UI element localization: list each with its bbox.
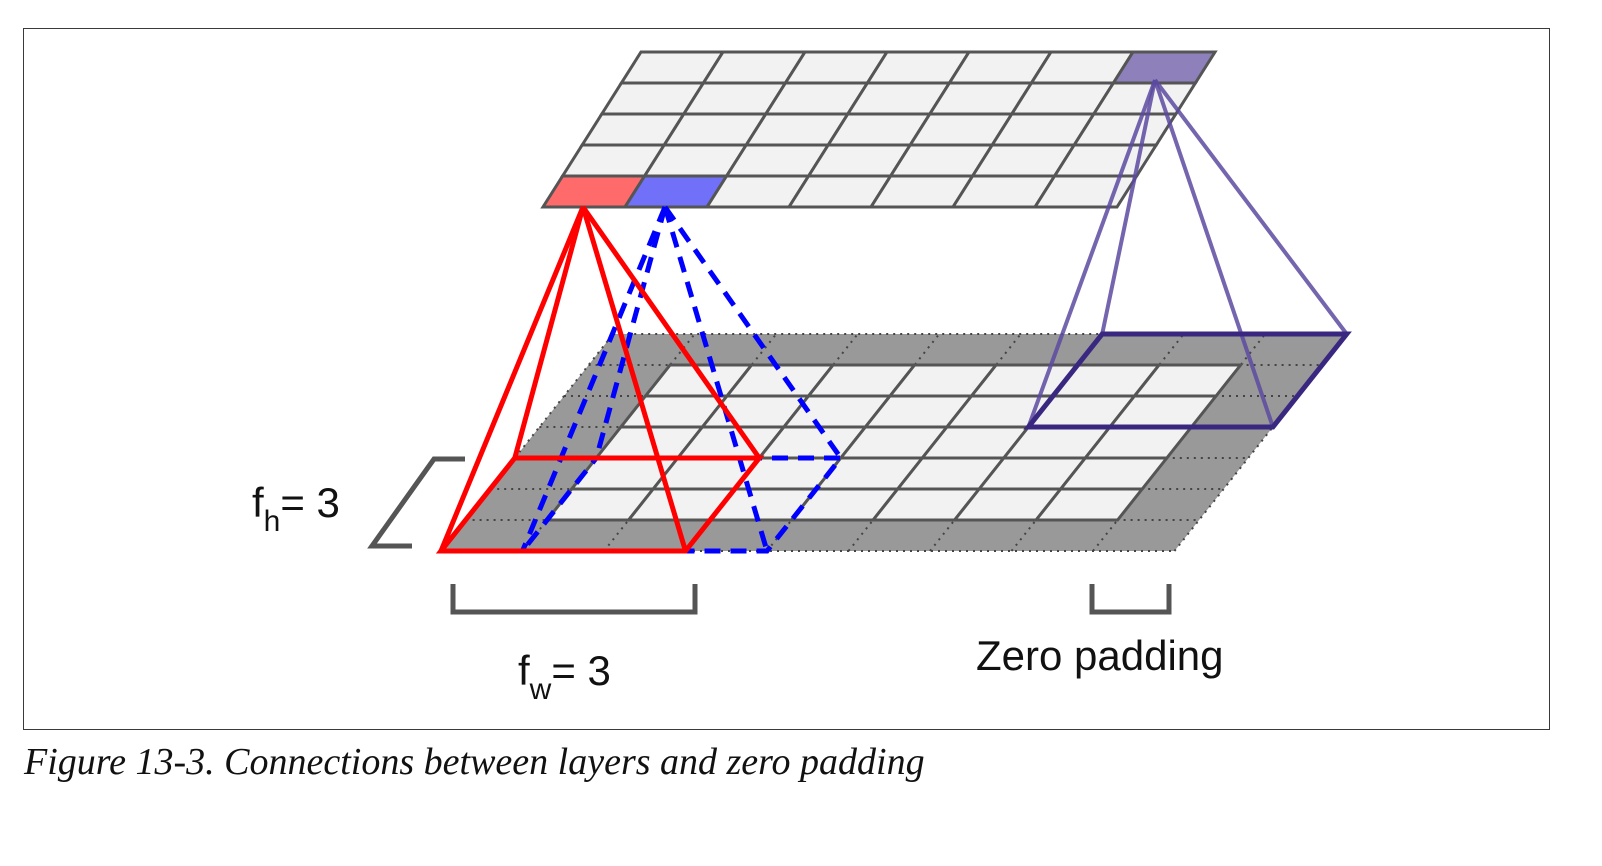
dimension-labels: fh= 3 fw= 3 Zero padding xyxy=(252,479,1224,706)
red-connection-line xyxy=(580,206,688,552)
fw-bracket xyxy=(450,584,698,615)
blue-connection-line xyxy=(520,206,668,552)
dimension-brackets xyxy=(367,456,1172,615)
figure-caption: Figure 13-3. Connections between layers … xyxy=(24,741,925,783)
output-cell xyxy=(1071,112,1179,147)
fw-label: fw= 3 xyxy=(518,647,611,706)
output-cell xyxy=(1032,174,1140,209)
fh-main: f xyxy=(252,479,264,526)
fh-value: = 3 xyxy=(280,479,340,526)
red-connection-line xyxy=(580,205,762,460)
blue-connection-line xyxy=(593,206,668,459)
zero-padding-label: Zero padding xyxy=(976,632,1224,679)
fw-main: f xyxy=(518,647,530,694)
receptive-field-connections xyxy=(435,78,1352,554)
fh-bracket xyxy=(367,456,465,549)
lower-input-layer xyxy=(440,333,1348,552)
purple-connection-line xyxy=(1153,79,1275,428)
purple-receptive-field xyxy=(1023,331,1352,430)
zero-padding-bracket xyxy=(1089,584,1172,615)
input-cell xyxy=(1131,363,1244,398)
red-connection-line xyxy=(512,206,586,459)
blue-connection-line xyxy=(662,206,770,552)
purple-connection-line xyxy=(1100,79,1157,335)
fw-value: = 3 xyxy=(551,647,611,694)
purple-connection-line xyxy=(1153,78,1349,336)
fw-subscript: w xyxy=(529,673,552,706)
fh-subscript: h xyxy=(264,505,281,538)
fh-label: fh= 3 xyxy=(252,479,340,538)
red-connection-line xyxy=(438,206,586,552)
upper-output-layer xyxy=(540,50,1218,209)
purple-connection-line xyxy=(1026,79,1157,428)
output-cell-purple xyxy=(1110,50,1218,85)
